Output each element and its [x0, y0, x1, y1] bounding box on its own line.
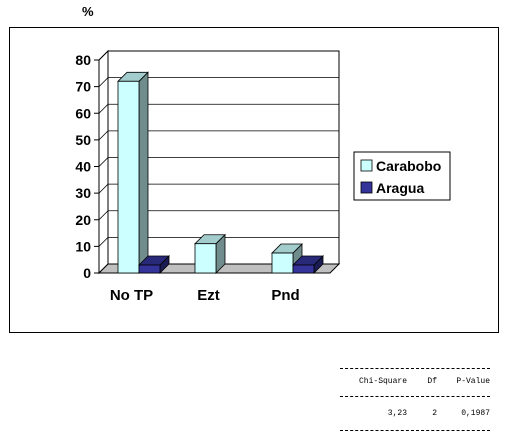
- gridline: [98, 130, 339, 141]
- value-chi-square: 3,23: [387, 409, 407, 418]
- legend-label: Aragua: [376, 180, 424, 196]
- gridline: [98, 183, 339, 194]
- bar-front: [292, 264, 315, 274]
- gridline: [98, 210, 339, 221]
- y-tick-label: 30: [75, 185, 91, 201]
- gridline: [98, 103, 339, 114]
- value-p-value: 0,1987: [461, 409, 490, 418]
- x-category-label: Ezt: [197, 287, 220, 304]
- x-category-label: No TP: [110, 287, 153, 304]
- legend-swatch: [360, 181, 373, 194]
- gridline: [98, 50, 339, 61]
- legend-label: Carabobo: [376, 158, 441, 174]
- bar-carabobo-ezt: [194, 233, 226, 274]
- bar-aragua-no-tp: [138, 255, 170, 274]
- bar-aragua-pnd: [292, 255, 324, 274]
- chart-frame: 0 10 20 30 40 50 60 70 80 No TP Ezt Pnd Carabobo Arag…: [9, 27, 499, 333]
- value-df: 2: [432, 409, 437, 418]
- header-chi-square: Chi-Square: [358, 377, 407, 386]
- x-category-label: Pnd: [271, 287, 299, 304]
- gridline: [98, 77, 339, 87]
- bar-front: [271, 252, 294, 274]
- chart-legend: Carabobo Aragua: [353, 151, 451, 201]
- table-rule-middle: [340, 396, 490, 397]
- bar-front: [117, 80, 140, 274]
- bar-carabobo-no-tp: [117, 71, 149, 274]
- y-tick-label: 70: [75, 79, 91, 95]
- bar-front: [138, 264, 161, 274]
- table-rule-bottom: [340, 430, 490, 431]
- header-p-value: P-Value: [456, 377, 490, 386]
- bar-chart: 0 10 20 30 40 50 60 70 80 No TP Ezt Pnd Carabobo Arag…: [75, 49, 451, 304]
- y-tick-label: 60: [75, 105, 91, 121]
- y-tick-label: 20: [75, 212, 91, 228]
- table-rule-top: [340, 368, 490, 369]
- header-df: Df: [427, 377, 437, 386]
- bar-front: [194, 243, 217, 274]
- chi-square-table: Chi-Square Df P-Value 3,23 2 0,1987: [340, 368, 490, 431]
- table-header-row: Chi-Square Df P-Value: [340, 377, 490, 386]
- y-tick-label: 0: [83, 265, 91, 281]
- y-tick-label: 10: [75, 238, 91, 254]
- y-tick-label: 80: [75, 52, 91, 68]
- y-tick-label: 50: [75, 132, 91, 148]
- gridline: [98, 236, 339, 247]
- y-tick-label: 40: [75, 159, 91, 175]
- gridline: [98, 157, 339, 167]
- y-axis-unit-label: %: [82, 4, 94, 19]
- table-value-row: 3,23 2 0,1987: [340, 409, 490, 418]
- legend-swatch: [360, 159, 373, 172]
- bar-side: [138, 71, 149, 274]
